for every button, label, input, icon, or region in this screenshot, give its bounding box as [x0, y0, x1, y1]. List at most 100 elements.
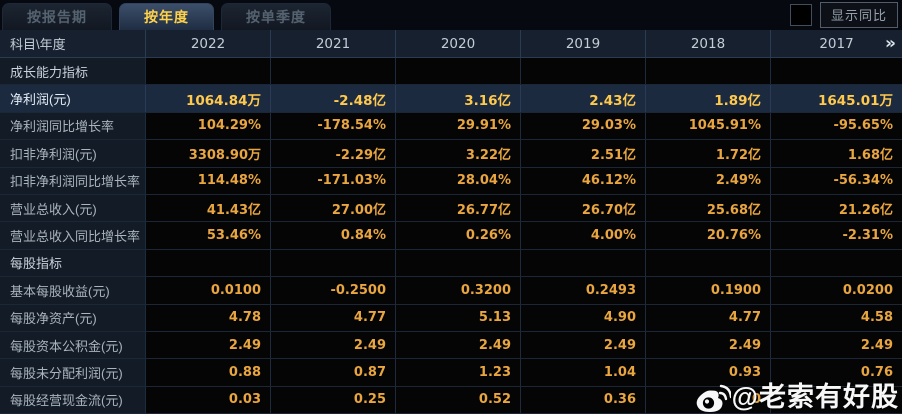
table-cell	[645, 249, 770, 277]
table-cell: 0.76	[770, 359, 902, 386]
table-cell: 1064.84万	[145, 85, 270, 112]
row-label: 每股指标	[0, 249, 145, 277]
table-cell: 2.51亿	[520, 140, 645, 167]
table-row: 营业总收入同比增长率 53.46% 0.84% 0.26% 4.00% 20.76% -2.…	[0, 222, 902, 250]
table-cell: 1.68亿	[770, 140, 902, 167]
row-label: 净利润同比增长率	[0, 112, 145, 140]
table-cell: 25.68亿	[645, 194, 770, 222]
table-cell: 1.23	[395, 359, 520, 386]
table-cell: 2.49	[520, 331, 645, 359]
table-cell: 4.00%	[520, 222, 645, 249]
table-cell: 0.0100	[145, 277, 270, 304]
table-cell: 3308.90万	[145, 140, 270, 167]
table-cell: 2.49	[395, 331, 520, 359]
table-cell: 3.22亿	[395, 140, 520, 167]
table-cell: -178.54%	[270, 112, 395, 140]
tab-by-report-period[interactable]: 按报告期	[2, 3, 112, 30]
table-row: 每股指标	[0, 249, 902, 278]
header-year-2020: 2020	[395, 30, 520, 57]
table-cell: 2.49	[645, 331, 770, 359]
table-cell: 53.46%	[145, 222, 270, 249]
table-cell: 1.04	[520, 359, 645, 386]
table-cell: 0.84%	[270, 222, 395, 249]
table-cell: 0.03	[145, 386, 270, 414]
table-cell: 0.52	[395, 386, 520, 414]
table-cell: 27.00亿	[270, 194, 395, 222]
header-year-2018: 2018	[645, 30, 770, 57]
more-years-chevron-icon[interactable]: »	[885, 33, 896, 54]
table-row: 基本每股收益(元) 0.0100 -0.2500 0.3200 0.2493 0.1900…	[0, 277, 902, 305]
show-yoy-button[interactable]: 显示同比	[819, 2, 898, 28]
row-label: 扣非净利润(元)	[0, 140, 145, 167]
table-row: 净利润同比增长率 104.29% -178.54% 29.91% 29.03% 1045.…	[0, 112, 902, 141]
table-cell: 114.48%	[145, 167, 270, 194]
table-cell: 4.58	[770, 304, 902, 331]
table-cell	[270, 249, 395, 277]
show-yoy-checkbox[interactable]	[789, 4, 812, 26]
table-cell: 21.26亿	[770, 194, 902, 222]
table-cell: 20.76%	[645, 222, 770, 249]
table-cell: 0.25	[270, 386, 395, 414]
table-cell: 4.90	[520, 304, 645, 331]
table-cell	[645, 58, 770, 85]
table-cell: 1.72亿	[645, 140, 770, 167]
table-row: 每股未分配利润(元) 0.88 0.87 1.23 1.04 0.93 0.76	[0, 359, 902, 387]
table-row: 营业总收入(元) 41.43亿 27.00亿 26.77亿 26.70亿 25.68亿 21…	[0, 194, 902, 223]
table-cell: -2.31%	[770, 222, 902, 249]
table-cell: 5.13	[395, 304, 520, 331]
table-cell: 1045.91%	[645, 112, 770, 140]
table-cell: -2.29亿	[270, 140, 395, 167]
row-label: 每股净资产(元)	[0, 304, 145, 331]
table-cell	[770, 249, 902, 277]
table-cell	[770, 386, 902, 414]
table-cell	[145, 249, 270, 277]
table-cell: -171.03%	[270, 167, 395, 194]
row-label: 营业总收入同比增长率	[0, 222, 145, 249]
tab-by-year[interactable]: 按年度	[119, 3, 214, 30]
table-cell: 0.3200	[395, 277, 520, 304]
table-cell	[145, 58, 270, 85]
table-cell: 0.93	[645, 359, 770, 386]
header-year-2019: 2019	[520, 30, 645, 57]
row-label: 营业总收入(元)	[0, 194, 145, 222]
table-header-row: 科目\年度 2022 2021 2020 2019 2018 2017»	[0, 30, 902, 58]
table-row: 扣非净利润同比增长率 114.48% -171.03% 28.04% 46.12% 2.4…	[0, 167, 902, 195]
table-cell: 0.87	[270, 359, 395, 386]
table-cell: 0	[645, 386, 770, 414]
table-cell	[270, 58, 395, 85]
table-cell: 2.49%	[645, 167, 770, 194]
table-row: 净利润(元) 1064.84万 -2.48亿 3.16亿 2.43亿 1.89亿 1645.…	[0, 85, 902, 113]
table-cell: 46.12%	[520, 167, 645, 194]
table-cell: 0.0200	[770, 277, 902, 304]
row-label: 每股未分配利润(元)	[0, 359, 145, 386]
table-cell: 0.88	[145, 359, 270, 386]
header-year-2017: 2017»	[770, 30, 902, 57]
tab-by-single-quarter[interactable]: 按单季度	[221, 3, 331, 30]
table-cell: 26.70亿	[520, 194, 645, 222]
table-cell: 104.29%	[145, 112, 270, 140]
table-cell: 0.1900	[645, 277, 770, 304]
table-cell: 4.77	[270, 304, 395, 331]
yoy-controls: 显示同比	[789, 2, 898, 28]
table-cell: 29.03%	[520, 112, 645, 140]
header-year-2022: 2022	[145, 30, 270, 57]
table-row: 成长能力指标	[0, 58, 902, 86]
table-cell	[395, 249, 520, 277]
table-cell: 2.43亿	[520, 85, 645, 112]
row-label: 每股经营现金流(元)	[0, 386, 145, 414]
table-cell	[395, 58, 520, 85]
table-cell: -2.48亿	[270, 85, 395, 112]
table-cell: 4.77	[645, 304, 770, 331]
header-year-2021: 2021	[270, 30, 395, 57]
table-cell: 3.16亿	[395, 85, 520, 112]
table-cell: -56.34%	[770, 167, 902, 194]
table-cell: 1.89亿	[645, 85, 770, 112]
table-cell: 2.49	[145, 331, 270, 359]
table-cell	[520, 58, 645, 85]
row-label: 扣非净利润同比增长率	[0, 167, 145, 194]
table-row: 扣非净利润(元) 3308.90万 -2.29亿 3.22亿 2.51亿 1.72亿 1.6…	[0, 140, 902, 168]
table-cell: 0.2493	[520, 277, 645, 304]
table-cell: 0.36	[520, 386, 645, 414]
table-cell	[770, 58, 902, 85]
row-label: 成长能力指标	[0, 58, 145, 85]
